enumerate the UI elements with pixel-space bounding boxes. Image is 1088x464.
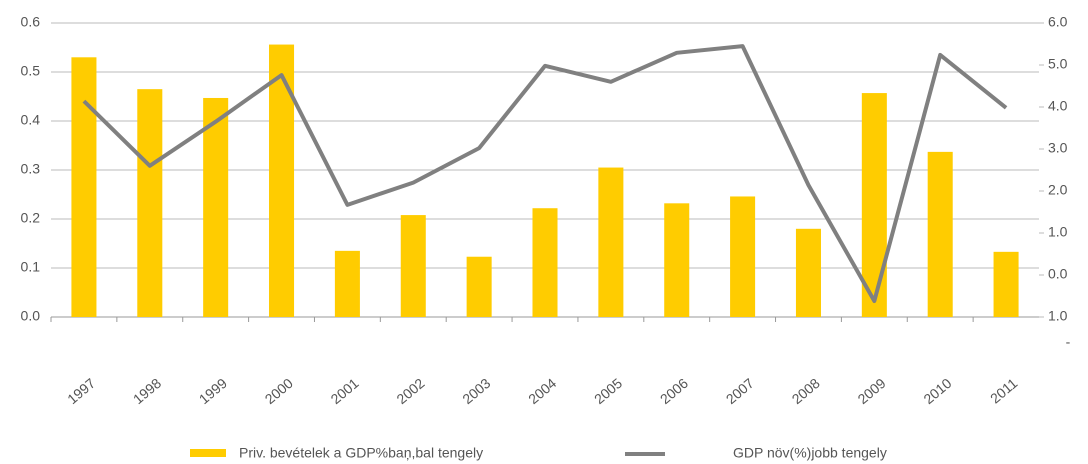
x-tick-label: 2009 xyxy=(854,375,888,407)
y-tick-label: 0.0 xyxy=(21,308,41,324)
legend-label: GDP növ(%)jobb tengely xyxy=(733,445,887,461)
y-tick-label: 0.1 xyxy=(21,259,41,275)
bar xyxy=(269,44,295,318)
y2-tick-label: 0.0 xyxy=(1048,266,1068,282)
y2-tick-label: 2.0 xyxy=(1048,182,1068,198)
y-tick-label: 0.6 xyxy=(21,14,41,30)
line xyxy=(82,44,1008,304)
bar xyxy=(71,57,97,318)
annotation: - xyxy=(1066,334,1071,350)
y2-tick-label: 6.0 xyxy=(1048,14,1068,30)
y2-tick-label: 3.0 xyxy=(1048,140,1068,156)
y-tick-label: 0.4 xyxy=(21,112,41,128)
x-tick-label: 1997 xyxy=(64,375,98,407)
y-tick-label: 0.5 xyxy=(21,63,41,79)
bar xyxy=(730,196,756,317)
x-tick-label: 2003 xyxy=(459,375,493,407)
y-tick-label: 0.3 xyxy=(21,161,41,177)
x-tick-label: 2010 xyxy=(920,375,954,407)
x-tick-label: 2002 xyxy=(393,375,427,407)
y-tick-label: 0.2 xyxy=(21,210,41,226)
legend-swatch xyxy=(190,449,226,457)
y2-tick-label: 1.0 xyxy=(1048,308,1068,324)
legend-label: Priv. bevételek a GDP%baņ,bal tengely xyxy=(239,445,483,461)
bar xyxy=(137,89,163,318)
x-tick-label: 2006 xyxy=(657,375,691,407)
x-tick-label: 1998 xyxy=(130,375,164,407)
bar xyxy=(927,151,953,317)
bar xyxy=(334,250,360,317)
bar xyxy=(400,215,426,317)
y2-tick-label: 1.0 xyxy=(1048,224,1068,240)
x-tick-label: 1999 xyxy=(196,375,230,407)
x-tick-label: 2008 xyxy=(789,375,823,407)
x-tick-label: 2001 xyxy=(328,375,362,407)
bar xyxy=(993,251,1019,317)
y2-tick-label: 4.0 xyxy=(1048,98,1068,114)
x-tick-label: 2000 xyxy=(262,375,296,407)
bar xyxy=(664,203,690,317)
x-tick-label: 2011 xyxy=(987,375,1021,407)
bar xyxy=(795,228,821,317)
y2-tick-label: 5.0 xyxy=(1048,56,1068,72)
bar xyxy=(861,93,887,317)
bar xyxy=(598,167,624,317)
x-tick-label: 2007 xyxy=(723,375,757,407)
x-tick-label: 2004 xyxy=(525,375,559,407)
bar xyxy=(203,97,229,317)
bar xyxy=(532,208,558,317)
bar xyxy=(466,256,492,317)
x-tick-label: 2005 xyxy=(591,375,625,407)
